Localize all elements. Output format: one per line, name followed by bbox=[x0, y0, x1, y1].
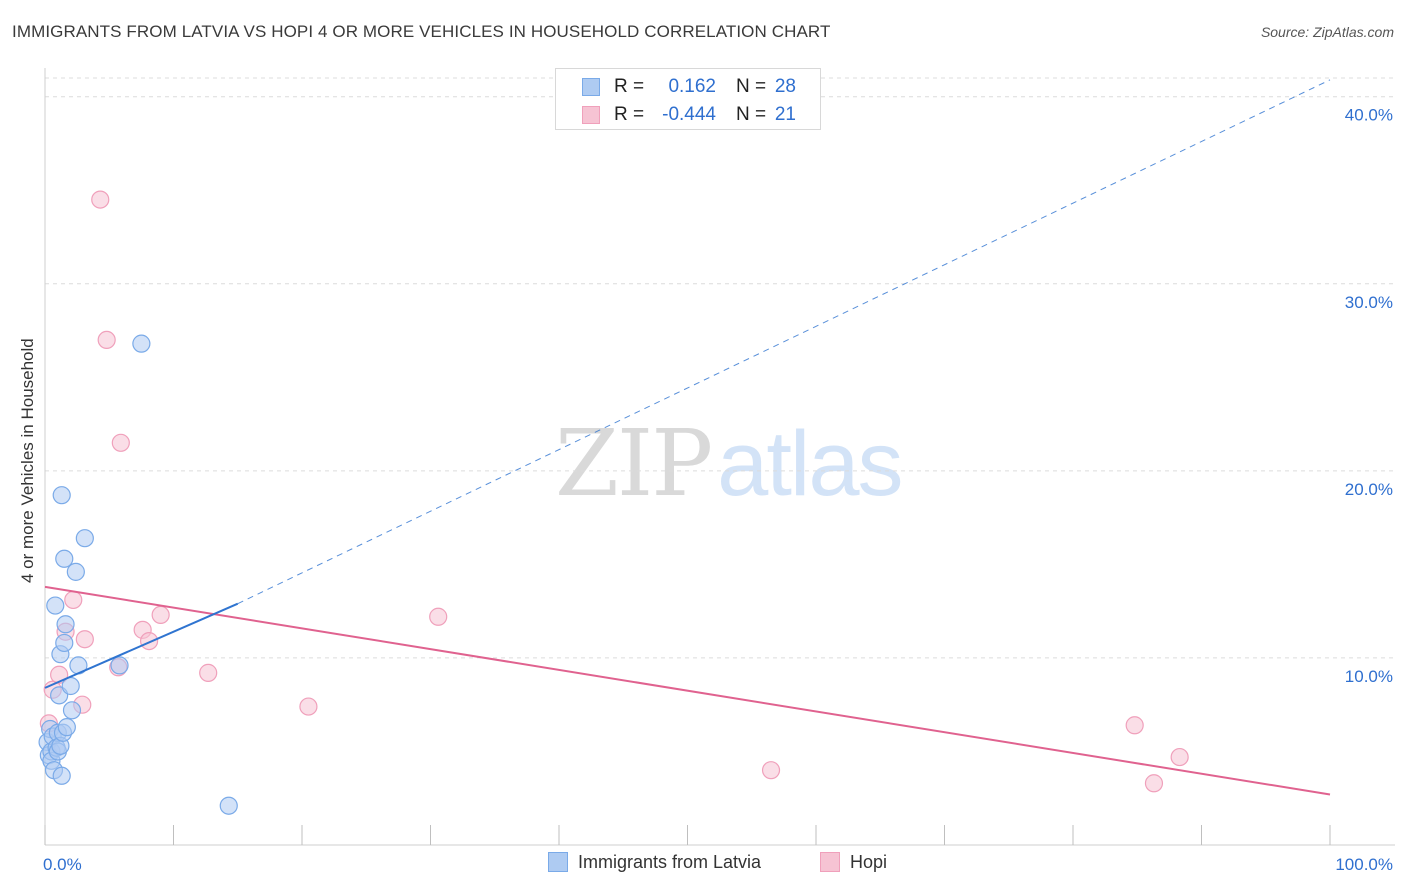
legend-item-hopi: Hopi bbox=[820, 852, 887, 873]
data-point-hopi bbox=[91, 190, 110, 209]
data-point-hopi bbox=[429, 607, 448, 626]
y-tick-label: 40.0% bbox=[1345, 106, 1393, 125]
legend-swatch-hopi bbox=[582, 106, 600, 124]
source-label: Source: ZipAtlas.com bbox=[1260, 24, 1394, 40]
data-point-latvia bbox=[56, 615, 75, 634]
legend-r-label: R = bbox=[614, 104, 645, 125]
data-point-latvia bbox=[46, 596, 65, 615]
y-tick-label: 10.0% bbox=[1345, 667, 1393, 686]
data-point-latvia bbox=[110, 656, 129, 675]
watermark-atlas: atlas bbox=[717, 413, 903, 515]
data-point-hopi bbox=[111, 433, 130, 452]
data-point-hopi bbox=[1125, 716, 1144, 735]
data-point-hopi bbox=[75, 630, 94, 649]
data-point-hopi bbox=[199, 663, 218, 682]
legend-label-latvia: Immigrants from Latvia bbox=[578, 852, 762, 872]
series-legend: Immigrants from Latvia Hopi bbox=[0, 852, 1406, 878]
data-point-hopi bbox=[97, 330, 116, 350]
legend-r-label: R = bbox=[614, 76, 645, 97]
chart-title: IMMIGRANTS FROM LATVIA VS HOPI 4 OR MORE… bbox=[12, 22, 831, 41]
data-point-latvia bbox=[57, 718, 76, 737]
data-point-hopi bbox=[299, 697, 318, 716]
legend-swatch-latvia bbox=[582, 78, 600, 96]
trendline-hopi bbox=[44, 585, 1331, 796]
data-point-hopi bbox=[1144, 774, 1164, 793]
y-axis-label: 4 or more Vehicles in Household bbox=[18, 338, 37, 584]
legend-n-value: 28 bbox=[774, 76, 796, 97]
watermark-zip: ZIP bbox=[555, 410, 713, 517]
trendline-latvia-extrapolated bbox=[237, 79, 1331, 605]
data-point-latvia bbox=[219, 796, 238, 815]
legend-swatch-latvia bbox=[548, 852, 568, 872]
data-point-latvia bbox=[62, 701, 82, 720]
data-point-latvia bbox=[132, 334, 151, 353]
legend-n-label: N = bbox=[736, 104, 767, 125]
y-tick-label: 20.0% bbox=[1345, 480, 1393, 499]
legend-row-latvia: R = 0.162 N = 28 bbox=[556, 72, 820, 100]
trendline-latvia bbox=[44, 602, 239, 689]
legend-n-value: 21 bbox=[774, 104, 796, 125]
x-tick-label: 0.0% bbox=[43, 855, 82, 874]
x-tick-label: 100.0% bbox=[1335, 855, 1393, 874]
legend-label-hopi: Hopi bbox=[850, 852, 888, 872]
legend-item-latvia: Immigrants from Latvia bbox=[548, 852, 761, 873]
data-point-hopi bbox=[64, 590, 83, 610]
data-point-latvia bbox=[55, 549, 74, 568]
data-point-latvia bbox=[55, 633, 74, 653]
data-point-hopi bbox=[761, 761, 781, 780]
legend-swatch-hopi bbox=[820, 852, 840, 872]
data-point-hopi bbox=[151, 605, 170, 625]
data-point-latvia bbox=[75, 529, 94, 548]
legend-row-hopi: R = -0.444 N = 21 bbox=[556, 100, 820, 128]
watermark: ZIPatlas bbox=[555, 410, 904, 517]
data-point-latvia bbox=[52, 766, 71, 785]
correlation-legend: R = 0.162 N = 28 R = -0.444 N = 21 bbox=[555, 68, 821, 130]
legend-r-value: 0.162 bbox=[668, 76, 716, 97]
data-point-hopi bbox=[139, 631, 159, 651]
data-point-latvia bbox=[66, 562, 85, 581]
data-point-hopi bbox=[1170, 747, 1189, 767]
legend-r-value: -0.444 bbox=[662, 104, 716, 125]
y-tick-label: 30.0% bbox=[1345, 293, 1393, 312]
legend-n-label: N = bbox=[736, 76, 767, 97]
data-point-latvia bbox=[52, 486, 71, 505]
